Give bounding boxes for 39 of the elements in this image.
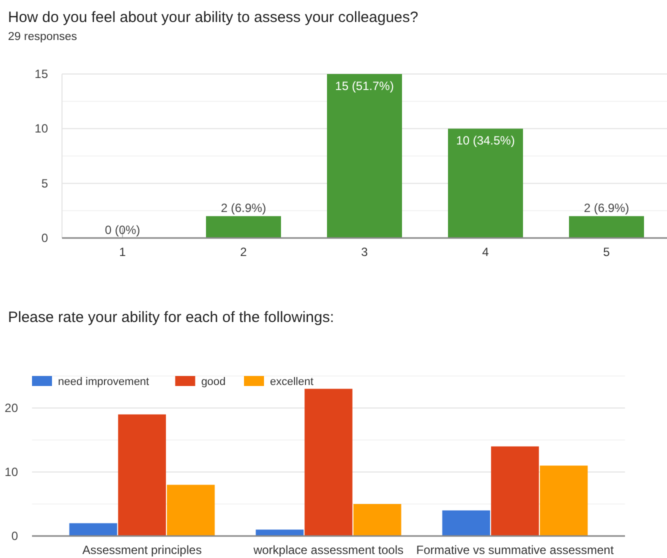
chart-subtitle: 29 responses xyxy=(8,31,78,43)
bar xyxy=(166,484,215,536)
chart-title: Please rate your ability for each of the followings: xyxy=(8,309,334,326)
bar xyxy=(206,216,282,238)
y-tick-label: 0 xyxy=(11,529,18,543)
bar xyxy=(491,446,539,536)
y-tick-label: 20 xyxy=(4,401,18,415)
bar xyxy=(326,74,402,238)
y-tick-label: 10 xyxy=(4,465,18,479)
data-label: 10 (34.5%) xyxy=(456,134,515,148)
legend-label: need improvement xyxy=(58,376,150,388)
legend-label: excellent xyxy=(270,376,314,388)
x-tick-label: Assessment principles xyxy=(82,543,202,557)
y-tick-label: 0 xyxy=(41,231,48,245)
bar xyxy=(304,388,352,536)
legend-label: good xyxy=(201,376,226,388)
data-label: 0 (0%) xyxy=(104,223,140,237)
data-label: 15 (51.7%) xyxy=(335,79,394,93)
data-label: 2 (6.9%) xyxy=(584,201,630,216)
bar xyxy=(69,523,118,536)
x-tick-label: 3 xyxy=(361,245,368,259)
bar xyxy=(540,466,588,536)
y-tick-label: 10 xyxy=(34,122,48,136)
x-tick-label: Formative vs summative assessment xyxy=(416,543,614,557)
x-tick-label: 5 xyxy=(603,245,610,259)
bar xyxy=(568,216,644,238)
y-tick-label: 15 xyxy=(34,67,48,81)
y-tick-label: 5 xyxy=(41,176,48,190)
x-tick-label: 2 xyxy=(240,245,248,259)
x-tick-label: 1 xyxy=(119,245,126,259)
bar xyxy=(118,414,166,536)
bar xyxy=(256,530,304,536)
bar xyxy=(442,510,490,536)
x-tick-label: workplace assessment tools xyxy=(252,543,404,557)
chart-title: How do you feel about your ability to assess your colleagues? xyxy=(8,9,418,26)
x-tick-label: 4 xyxy=(482,245,490,259)
bar xyxy=(448,128,524,238)
data-label: 2 (6.9%) xyxy=(220,201,266,216)
bar xyxy=(353,504,402,536)
